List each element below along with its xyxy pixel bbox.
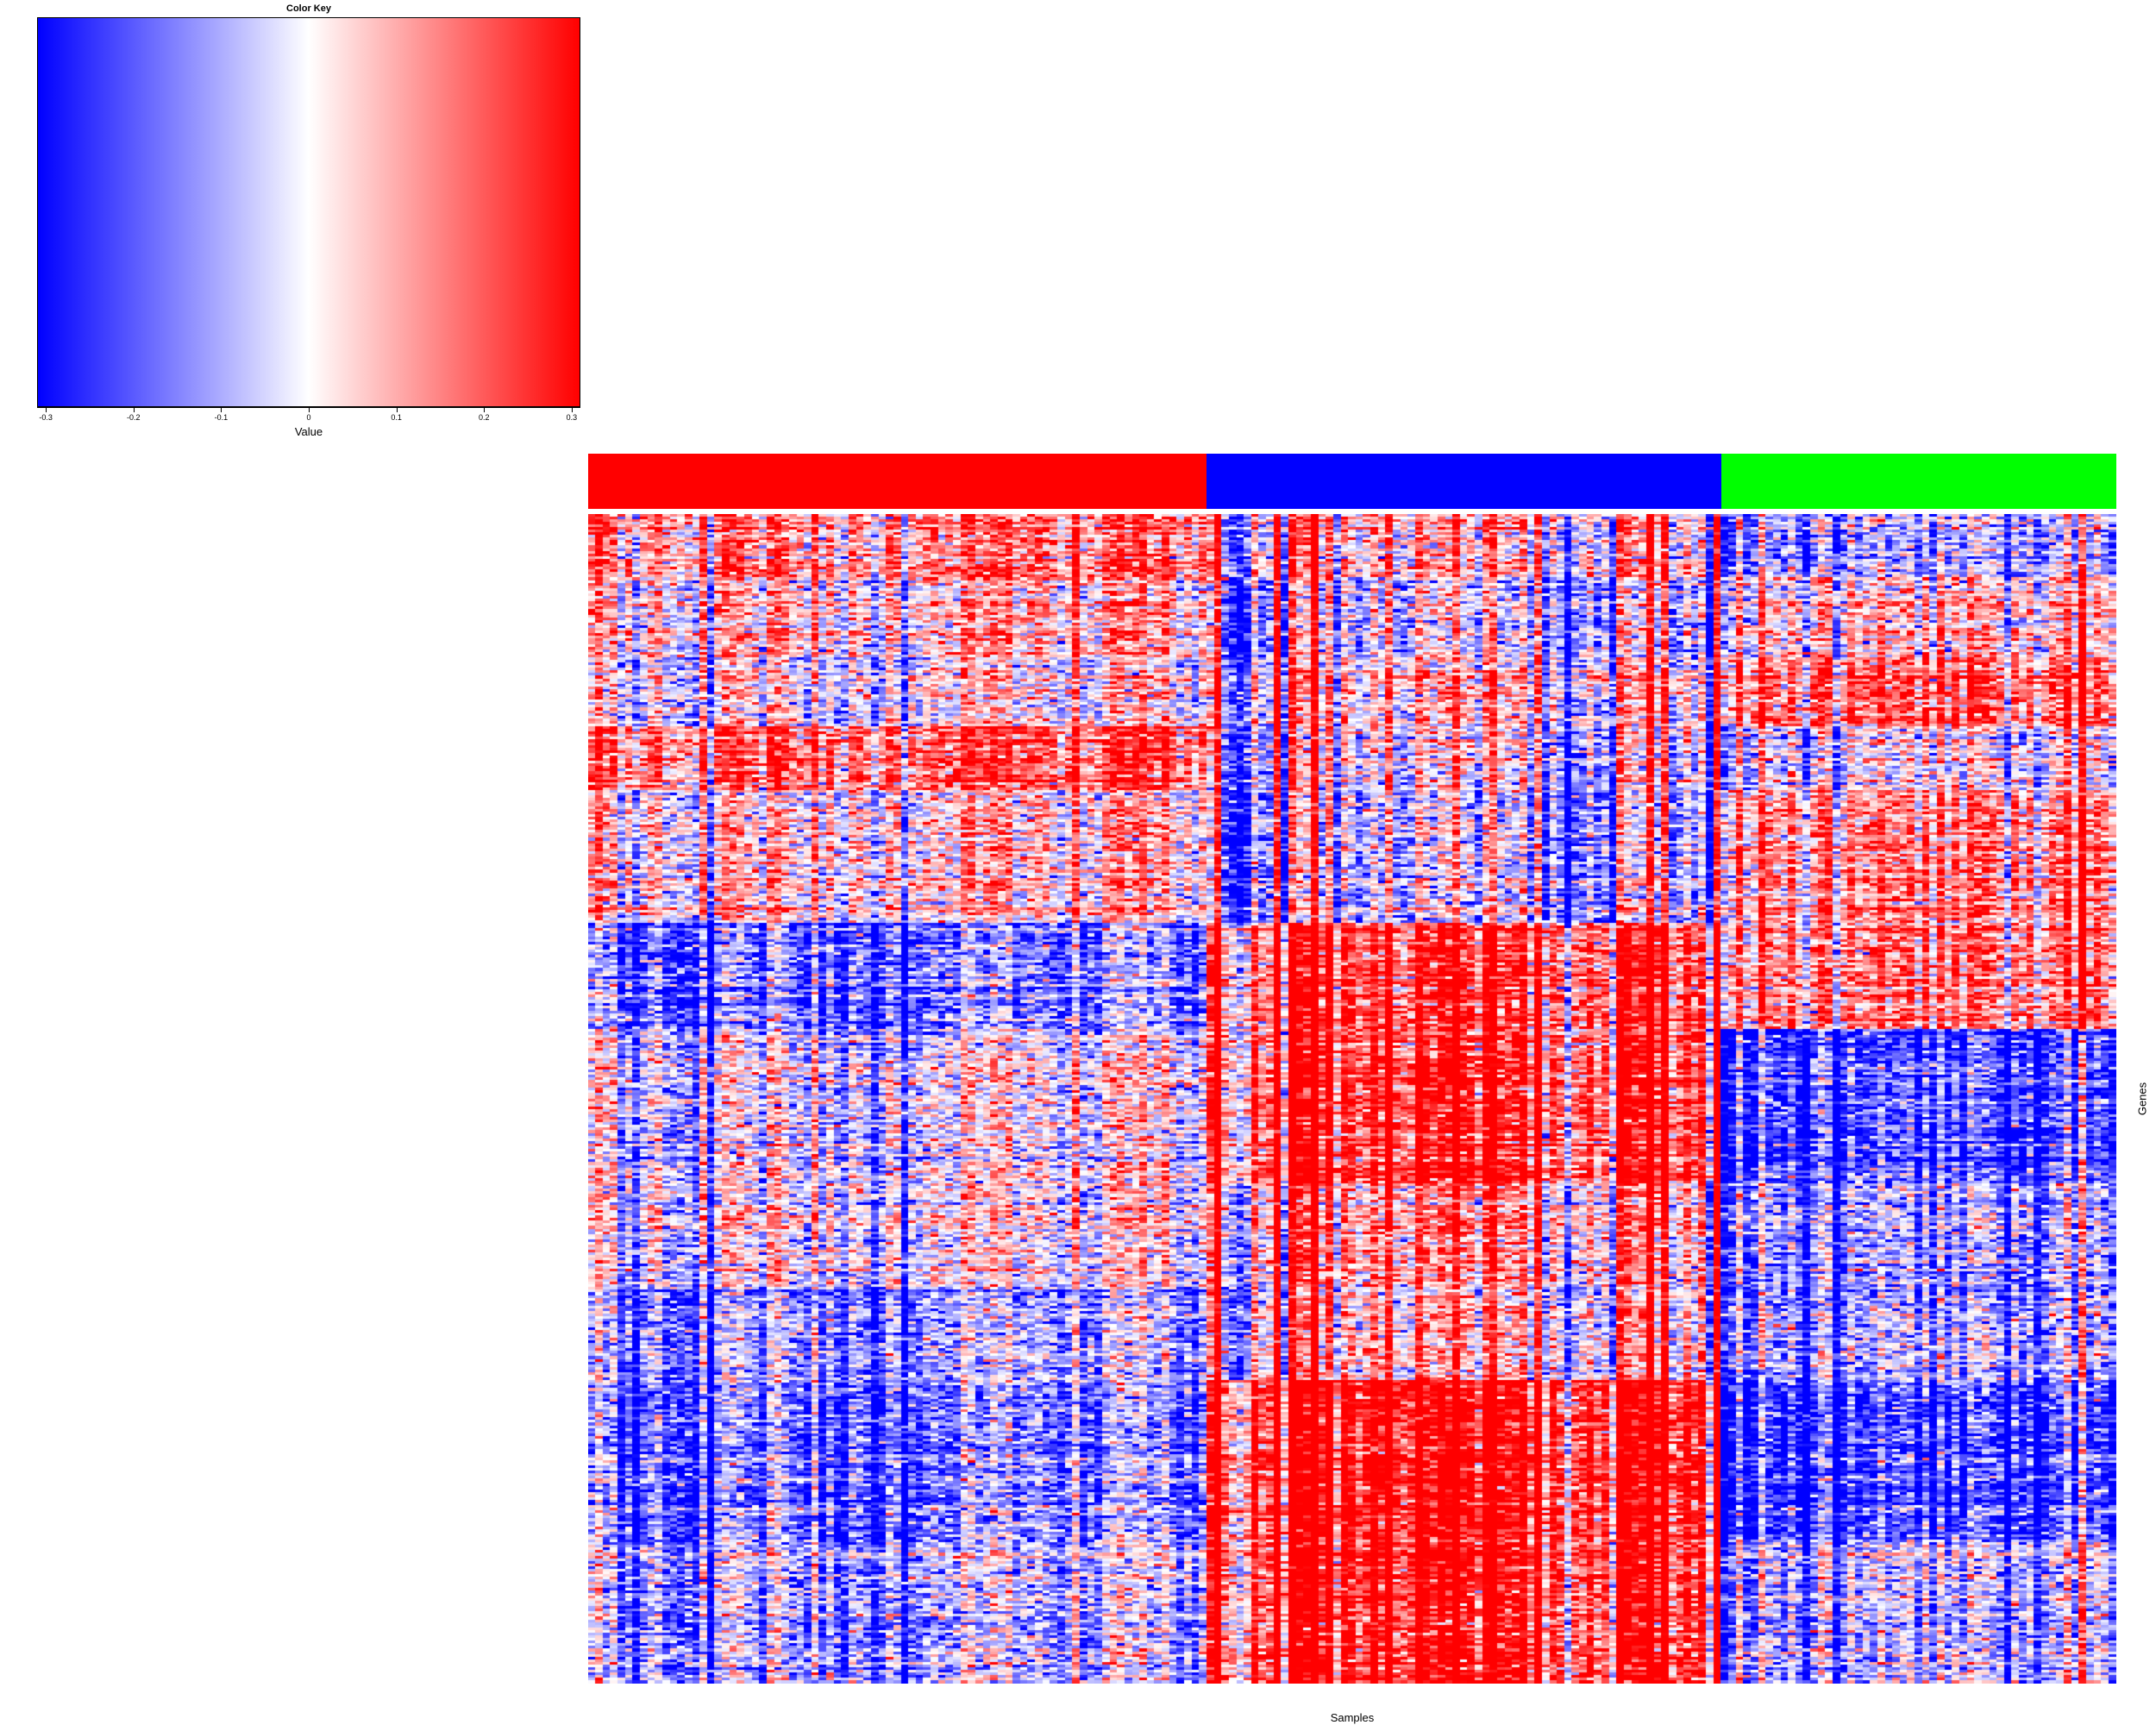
- color-key-tick-mark: [46, 407, 47, 412]
- color-key-tick-mark: [309, 407, 310, 412]
- color-key-tick-mark: [396, 407, 398, 412]
- color-key-tick-label: 0.2: [478, 413, 490, 422]
- color-key-tick-mark: [571, 407, 573, 412]
- sample-group-group-1: [588, 454, 1207, 509]
- color-key-title: Color Key: [286, 3, 331, 14]
- color-key-axis: -0.3 -0.2 -0.1 0 0.1 0.2 0.3: [37, 407, 580, 424]
- x-axis-label: Samples: [1330, 1711, 1375, 1724]
- color-key-tick-label: -0.3: [39, 413, 53, 422]
- color-key-tick-label: -0.1: [214, 413, 229, 422]
- color-key-tick-label: -0.2: [127, 413, 141, 422]
- color-key-tick-mark: [484, 407, 486, 412]
- heatmap-grid: [588, 514, 2116, 1684]
- color-key-xlabel: Value: [294, 425, 323, 438]
- sample-group-group-2: [1206, 454, 1721, 509]
- sample-group-group-3: [1720, 454, 2116, 509]
- y-axis-label: Genes: [2135, 1082, 2149, 1116]
- color-key-tick-label: 0.3: [566, 413, 578, 422]
- color-key-tick-label: 0: [306, 413, 311, 422]
- color-key-tick-label: 0.1: [391, 413, 402, 422]
- color-key-tick-mark: [221, 407, 222, 412]
- color-key-gradient: [37, 17, 580, 407]
- sample-group-colorbar: [588, 454, 2116, 509]
- color-key-tick-mark: [133, 407, 135, 412]
